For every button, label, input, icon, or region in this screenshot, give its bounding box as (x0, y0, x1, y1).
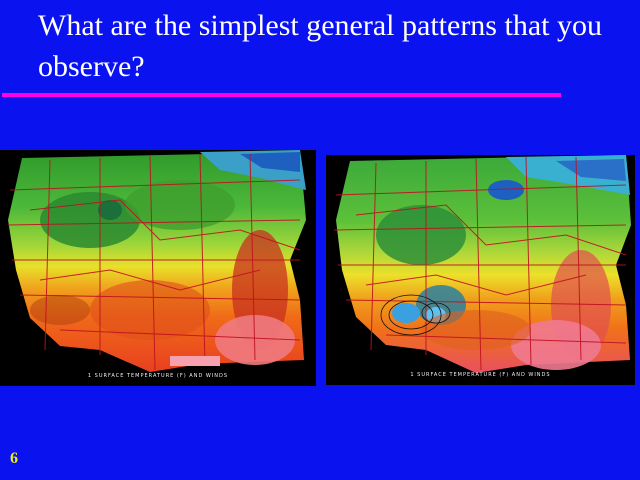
map-caption-right: 1 SURFACE TEMPERATURE (F) AND WINDS (410, 372, 551, 378)
temperature-map-left: 1 SURFACE TEMPERATURE (F) AND WINDS (0, 150, 316, 386)
map-graphic-right (333, 155, 631, 373)
slide-number: 6 (10, 450, 18, 467)
map-caption-left: 1 SURFACE TEMPERATURE (F) AND WINDS (87, 373, 229, 379)
map-graphic-left (7, 150, 306, 372)
title-underline (2, 93, 561, 97)
slide-title: What are the simplest general patterns t… (38, 9, 602, 83)
temperature-map-right: 1 SURFACE TEMPERATURE (F) AND WINDS (326, 155, 635, 385)
